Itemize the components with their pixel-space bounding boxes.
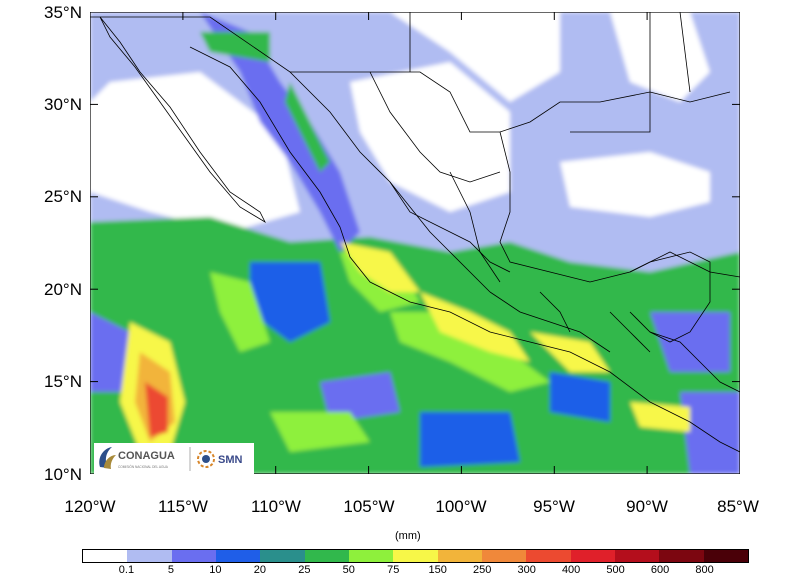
colorbar-tick-label: 150: [428, 564, 447, 576]
colorbar-tick-label: 400: [561, 564, 581, 576]
colorbar-segment: [171, 550, 216, 562]
colorbar-tick-label: 250: [473, 564, 492, 576]
precipitation-field: [90, 12, 740, 474]
colorbar-segment: [526, 550, 571, 562]
colorbar-segment: [614, 550, 660, 562]
logo-service-text: SMN: [218, 454, 243, 466]
smn-emblem-icon: [197, 450, 215, 468]
country-boundaries: [90, 12, 740, 453]
logo-agency-sub-text: COMISIÓN NACIONAL DEL AGUA: [118, 464, 169, 469]
colorbar-tick-label: 300: [517, 564, 536, 576]
lon-label-95w: 95°W: [533, 497, 575, 516]
colorbar-segment: [703, 550, 748, 562]
colorbar: [82, 549, 749, 563]
lat-label-20: 20°N: [44, 280, 82, 299]
colorbar-tick-label: 5: [167, 564, 174, 576]
lon-label-120w: 120°W: [64, 497, 116, 516]
colorbar-tick-label: 500: [606, 564, 625, 576]
colorbar-segment: [570, 550, 615, 562]
lon-label-90w: 90°W: [626, 497, 668, 516]
lon-label-115w: 115°W: [158, 497, 208, 516]
lon-label-85w: 85°W: [717, 497, 759, 516]
lat-label-10: 10°N: [44, 465, 82, 484]
colorbar-segment: [127, 550, 172, 562]
logo-agency-text: CONAGUA: [118, 450, 175, 462]
colorbar-tick-label: 600: [650, 564, 670, 576]
colorbar-segment: [481, 550, 527, 562]
lat-label-15: 15°N: [44, 372, 82, 391]
lat-label-25: 25°N: [44, 187, 82, 206]
colorbar-tick-label: 25: [298, 564, 311, 576]
colorbar-segment: [659, 550, 704, 562]
colorbar-unit-label: (mm): [395, 530, 421, 542]
colorbar-tick-label: 10: [209, 564, 222, 576]
colorbar-tick-label: 50: [342, 564, 355, 576]
precipitation-map: [90, 12, 740, 474]
colorbar-segment: [437, 550, 482, 562]
colorbar-segment: [260, 550, 305, 562]
colorbar-tick-label: 800: [695, 564, 714, 576]
lon-label-100w: 100°W: [435, 497, 487, 516]
colorbar-tick-label: 0.1: [118, 564, 135, 576]
colorbar-segment: [83, 550, 128, 562]
conagua-emblem-icon: [99, 447, 116, 469]
lat-label-30: 30°N: [44, 95, 82, 114]
lon-label-110w: 110°W: [251, 497, 301, 516]
colorbar-segment: [393, 550, 438, 562]
colorbar-tick-label: 75: [387, 564, 400, 576]
conagua-smn-logo: CONAGUA COMISIÓN NACIONAL DEL AGUA SMN: [94, 443, 254, 475]
lon-label-105w: 105°W: [343, 497, 395, 516]
colorbar-segment: [215, 550, 261, 562]
colorbar-tick-label: 20: [253, 564, 266, 576]
colorbar-segment: [348, 550, 394, 562]
lat-label-35: 35°N: [44, 3, 82, 22]
colorbar-segment: [304, 550, 349, 562]
lat-ticks: [90, 12, 740, 474]
